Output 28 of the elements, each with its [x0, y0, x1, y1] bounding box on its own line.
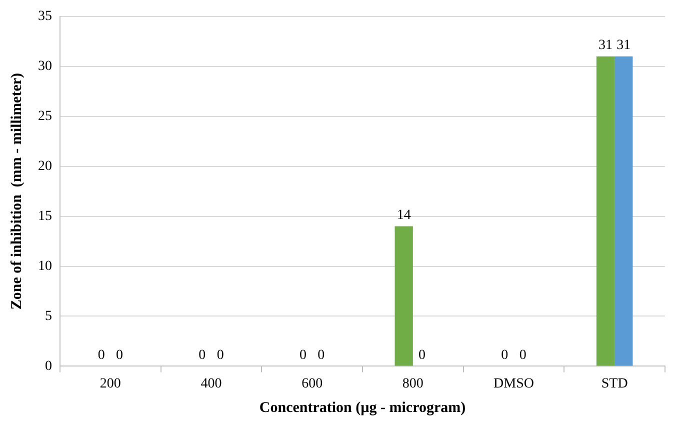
data-label: 0	[98, 348, 105, 363]
x-tick-label: DMSO	[494, 376, 534, 392]
y-tick-label: 15	[38, 208, 52, 224]
y-tick-label: 35	[38, 9, 52, 24]
data-label: 0	[501, 348, 508, 363]
y-tick-label: 0	[45, 358, 52, 374]
data-label: 14	[396, 208, 411, 223]
data-label: 0	[519, 348, 526, 363]
x-tick-label: STD	[601, 376, 628, 392]
data-label: 0	[198, 348, 206, 363]
y-tick-label: 5	[45, 308, 52, 324]
x-tick-label: 400	[200, 376, 222, 392]
data-label: 0	[418, 348, 426, 363]
data-label: 31	[616, 38, 631, 54]
data-label: 0	[216, 348, 224, 363]
data-label: 0	[116, 348, 123, 363]
data-label: 31	[598, 38, 613, 54]
x-axis-title: Concentration (µg - microgram)	[259, 400, 466, 416]
y-axis-title: Zone of inhibition (mm - millimeter)	[8, 72, 25, 310]
x-tick-label: 600	[302, 376, 323, 392]
y-tick-label: 20	[38, 158, 52, 174]
y-tick-label: 10	[38, 258, 52, 274]
data-label: 0	[318, 348, 325, 363]
x-tick-label: 800	[402, 376, 424, 392]
data-label: 0	[300, 348, 307, 363]
y-tick-label: 25	[38, 109, 52, 124]
y-tick-label: 30	[38, 59, 52, 74]
x-tick-label: 200	[100, 376, 121, 392]
